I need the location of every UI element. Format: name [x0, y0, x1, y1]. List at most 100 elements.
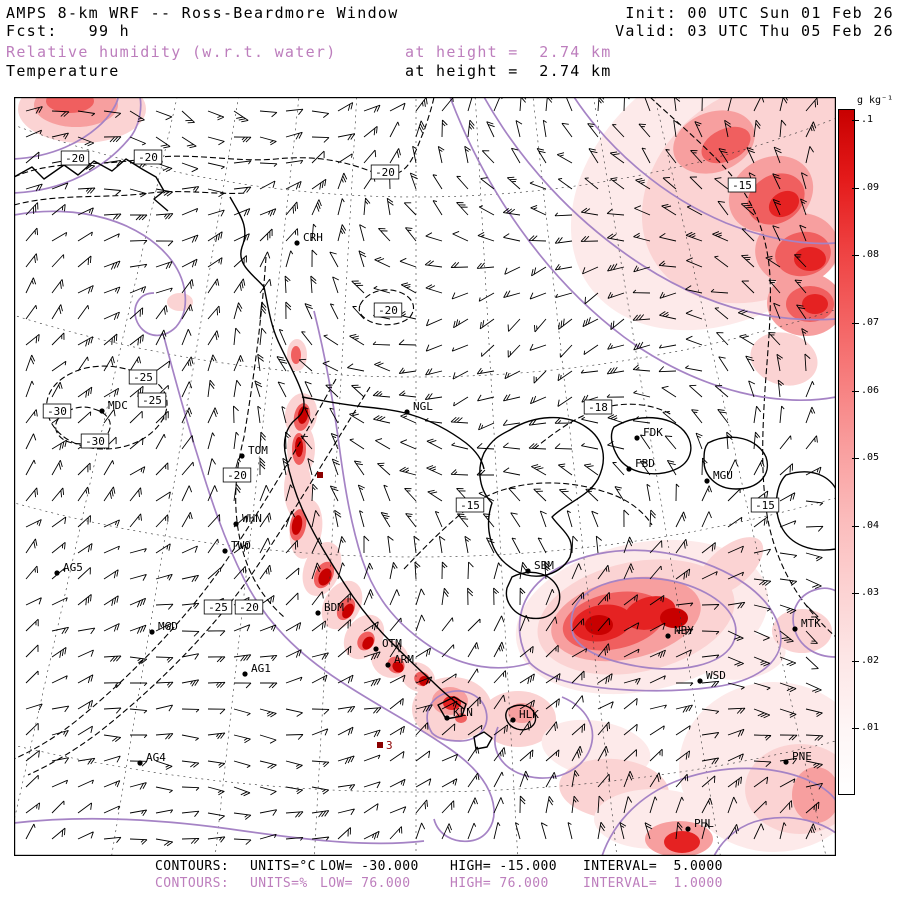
station-marker: AG5: [54, 561, 83, 576]
station-marker: MGU: [704, 469, 733, 484]
colorbar-tick: .09: [851, 181, 880, 193]
colorbar-tick: .03: [851, 587, 880, 599]
contour-label-text: -25: [133, 371, 153, 384]
contour-label-box: [128, 369, 158, 385]
station-label: PNE: [792, 750, 812, 763]
field1-height: at height = 2.74 km: [405, 43, 612, 61]
temp-contours-label: CONTOURS:: [155, 859, 230, 874]
station-marker: TWO: [222, 539, 251, 554]
station-marker: PNE: [783, 750, 812, 765]
colorbar-gradient: [838, 109, 855, 795]
station-marker: MDC: [99, 399, 128, 414]
contour-label-text: -20: [65, 152, 85, 165]
station-dot: [444, 715, 450, 721]
station-dot: [685, 826, 691, 832]
station-dot: [294, 240, 300, 246]
contour-label-text: -20: [227, 469, 247, 482]
contour-label-box: [80, 433, 110, 449]
contour-label-box: [727, 177, 757, 193]
aws-label: 3: [386, 739, 393, 752]
contour-label-text: -20: [378, 304, 398, 317]
station-dot: [373, 646, 379, 652]
station-label: BDM: [324, 601, 344, 614]
station-label: FDK: [643, 426, 663, 439]
contour-label-box: [222, 467, 252, 483]
aws-dot: [377, 742, 383, 748]
contour-label-text: -18: [588, 401, 608, 414]
station-dot: [792, 626, 798, 632]
station-marker: KLN: [444, 706, 473, 721]
contour-label-text: -25: [142, 394, 162, 407]
station-dot: [783, 759, 789, 765]
station-layer: CRH MDC NGL FDK TOM FBD MGU WHN TWO AG5 SBM MGD BDM N…: [54, 231, 821, 832]
station-dot: [626, 466, 632, 472]
colorbar-tick: .02: [851, 654, 880, 666]
station-marker: MGD: [149, 620, 178, 635]
colorbar-tick: .07: [851, 317, 880, 329]
station-label: MGU: [713, 469, 733, 482]
station-label: AG1: [251, 662, 271, 675]
station-marker: WHN: [233, 512, 262, 527]
colorbar-tick: .04: [851, 519, 880, 531]
station-label: CRH: [303, 231, 323, 244]
contour-label-text: -30: [85, 435, 105, 448]
station-label: MTK: [801, 617, 821, 630]
contour-label-text: -20: [375, 166, 395, 179]
station-dot: [242, 671, 248, 677]
station-label: OTM: [382, 637, 402, 650]
station-dot: [222, 548, 228, 554]
station-marker: ARM: [385, 653, 414, 668]
station-dot: [697, 678, 703, 684]
contour-label-box: [750, 497, 780, 513]
station-label: KLN: [453, 706, 473, 719]
contour-label-box: [455, 497, 485, 513]
model-title: AMPS 8-km WRF -- Ross-Beardmore Window: [6, 4, 399, 22]
field2-height: at height = 2.74 km: [405, 62, 612, 80]
field1-label: Relative humidity (w.r.t. water): [6, 43, 337, 61]
map-canvas: CRH MDC NGL FDK TOM FBD MGU WHN TWO AG5 SBM MGD BDM N…: [14, 97, 836, 856]
contour-label-box: [137, 392, 167, 408]
contour-label-box: [60, 150, 90, 166]
forecast-hour: Fcst: 99 h: [6, 22, 130, 40]
temp-contours-low: LOW= -30.000: [320, 859, 419, 874]
station-marker: FDK: [634, 426, 663, 441]
station-dot: [510, 717, 516, 723]
colorbar-tick: .05: [851, 452, 880, 464]
temp-contours-high: HIGH= -15.000: [450, 859, 557, 874]
colorbar-tick: .06: [851, 384, 880, 396]
station-dot: [54, 570, 60, 576]
station-marker: CRH: [294, 231, 323, 246]
contour-label-box: [370, 164, 400, 180]
station-marker: AG1: [242, 662, 271, 677]
station-label: TWO: [231, 539, 251, 552]
contour-label-layer: -20 -20 -20 -15 -20 -25 -25 -30 -30 -20 -18 -15 -15 -…: [42, 149, 780, 615]
contour-label-box: [234, 599, 264, 615]
station-dot: [315, 610, 321, 616]
station-label: SBM: [534, 559, 554, 572]
station-label: WSD: [706, 669, 726, 682]
contour-label-text: -30: [47, 405, 67, 418]
station-dot: [239, 453, 245, 459]
contour-label-box: [42, 403, 72, 419]
field2-label: Temperature: [6, 62, 120, 80]
station-marker: TOM: [239, 444, 268, 459]
station-label: MGD: [158, 620, 178, 633]
station-dot: [149, 629, 155, 635]
temp-contours-units: UNITS=°C: [250, 859, 316, 874]
contour-label-text: -15: [732, 179, 752, 192]
station-dot: [233, 521, 239, 527]
station-label: AG4: [146, 751, 166, 764]
init-time: Init: 00 UTC Sun 01 Feb 26: [625, 4, 894, 22]
station-marker: PHL: [685, 817, 714, 832]
rh-contours-low: LOW= 76.000: [320, 876, 411, 891]
map-border: [14, 97, 836, 856]
station-label: PHL: [694, 817, 714, 830]
station-dot: [404, 409, 410, 415]
station-dot: [99, 408, 105, 414]
station-dot: [634, 435, 640, 441]
station-label: TOM: [248, 444, 268, 457]
map-layers: CRH MDC NGL FDK TOM FBD MGU WHN TWO AG5 SBM MGD BDM N…: [14, 97, 836, 856]
station-label: ARM: [394, 653, 414, 666]
station-label: NBY: [674, 624, 694, 637]
rh-contours-units: UNITS=%: [250, 876, 308, 891]
